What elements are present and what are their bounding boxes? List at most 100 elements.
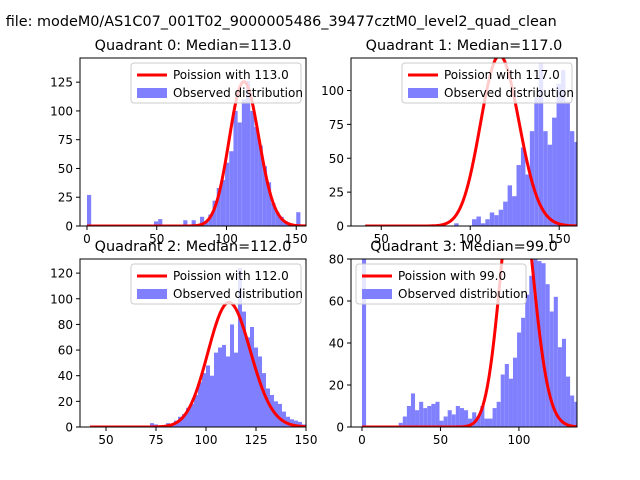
y-tick-label: 80 [329,253,344,267]
legend-line-label: Poission with 117.0 [444,68,560,82]
histogram-bar [547,144,553,226]
y-tick-label: 100 [50,104,73,118]
histogram-bar [250,326,254,427]
poisson-curve [361,259,577,427]
y-tick-label: 25 [58,191,73,205]
histogram-bar [206,365,210,427]
histogram-bar [225,162,230,226]
histogram-bar [290,419,294,427]
histogram-bar [574,401,577,427]
axes-title: Quadrant 1: Median=117.0 [366,38,563,54]
histogram-bar [574,142,577,226]
histogram-bar [565,101,570,226]
histogram-bar [427,406,432,427]
y-tick-label: 75 [58,133,73,147]
histogram-bar [560,70,566,226]
histogram-bar [410,393,416,427]
histogram-bar [494,215,499,226]
histogram-bar [488,418,493,427]
histogram-bar [246,81,251,226]
poisson-curve [90,301,306,427]
histogram-bar [529,275,534,427]
histogram-bar [229,151,234,226]
histogram-bar [298,421,302,427]
histogram-bar [525,174,530,226]
plot-area-quadrant-3 [361,259,577,427]
histogram-bar [553,296,558,427]
histogram-bar [230,324,234,427]
axes-quadrant-0: 0 50 100 150 0 25 50 75 100 125 Quadrant 0: Median… [50,38,308,246]
histogram-bar [278,403,282,427]
x-tick-label: 150 [295,433,318,447]
axes-quadrant-3: 0 50 100 0 20 40 60 80 Quadrant 3: Median=99.0 Po… [329,239,578,447]
axes-frame [350,57,578,227]
histogram-bar [503,201,508,226]
axes-quadrant-2: 50 75 100 125 150 0 20 40 60 80 100 120 Quadrant 2: … [50,239,317,447]
legend: Poission with 112.0 Observed distribution [130,263,303,305]
axes-title: Quadrant 0: Median=113.0 [95,38,292,54]
histogram-bar [423,408,428,427]
legend-line-label: Poission with 99.0 [398,269,506,283]
histogram-bar [233,110,238,226]
histogram-bar [153,221,159,226]
x-tick-label: 50 [374,232,389,246]
histogram-bar [254,347,258,427]
legend-bar-swatch [137,88,167,98]
histogram-bar [459,408,464,427]
histogram-bar [507,185,513,226]
x-tick-label: 50 [98,433,113,447]
poisson-curve [86,80,306,226]
histogram-bar [435,401,440,427]
histogram-bar [398,422,403,427]
x-tick-label: 150 [285,232,308,246]
histogram-bar [226,356,230,427]
histogram-bar [468,418,473,427]
histogram-bar [275,212,280,226]
legend-frame [355,263,527,305]
histogram-bar [489,212,495,226]
legend-frame [401,62,573,104]
histogram-bar [254,127,259,226]
legend-frame [130,62,302,104]
histogram-bar [516,165,521,226]
histogram-bar [271,202,276,226]
legend-bar-swatch [408,88,438,98]
y-tick-label: 50 [329,152,344,166]
histogram-bar [406,406,411,427]
histogram-bar [455,406,460,427]
histogram-bar [521,317,526,427]
legend: Poission with 99.0 Observed distribution [355,263,528,305]
y-tick-label: 120 [50,267,73,281]
axes-title: Quadrant 2: Median=112.0 [95,239,292,255]
histogram-bar [266,182,272,226]
histogram-bar [492,408,497,427]
legend-bar-swatch [362,289,392,299]
y-tick-label: 50 [58,162,73,176]
legend: Poission with 117.0 Observed distribution [401,62,574,104]
axes-quadrant-1: 50 100 150 0 25 50 75 100 Quadrant 1: Median=117… [321,38,578,246]
histogram-bar [191,220,196,226]
histogram-bar [86,194,92,226]
histogram-bar [402,416,407,427]
histogram-bar [183,220,188,226]
x-tick-label: 50 [149,232,164,246]
legend-bar-swatch [137,289,167,299]
histogram-bar [194,394,198,427]
histogram-bar [204,222,209,226]
histogram-bar [212,200,217,226]
histogram-bar [569,131,575,226]
x-tick-label: 100 [215,232,238,246]
y-tick-label: 60 [329,295,344,309]
histogram-bar [543,131,548,226]
histogram-bar [451,414,456,427]
histogram-bar [266,388,270,427]
axes-frame [79,258,307,428]
x-tick-label: 75 [148,433,163,447]
histogram-bar [218,347,222,427]
y-tick-label: 80 [58,318,73,332]
histogram-bar [296,212,301,226]
histogram-bar [476,216,481,226]
histogram-bar [262,373,266,427]
histogram-bar [557,347,562,427]
